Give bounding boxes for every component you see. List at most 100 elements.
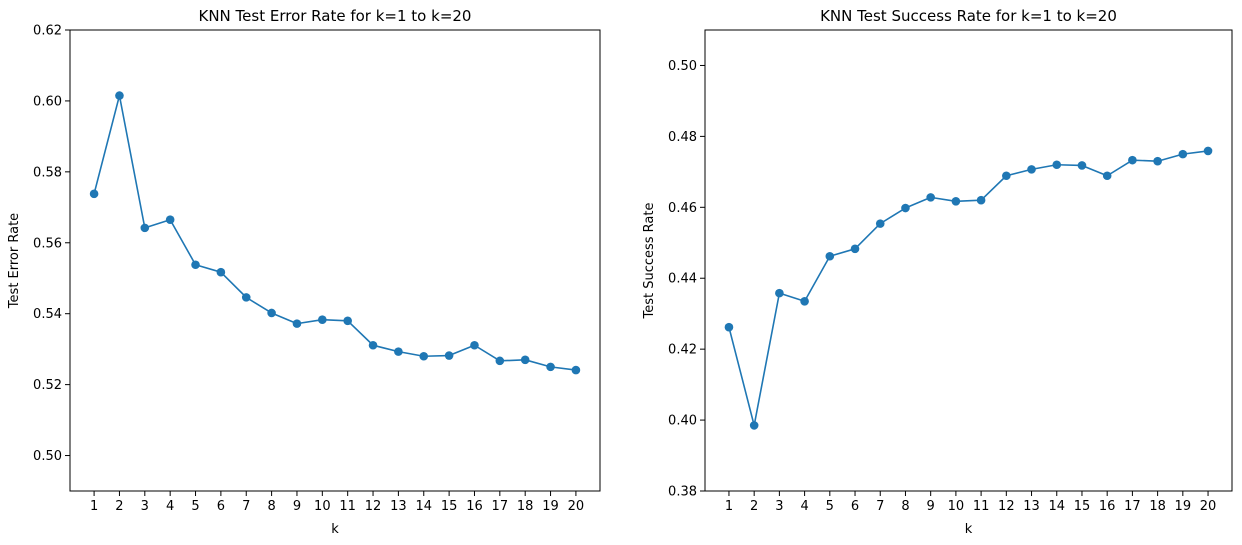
y-tick-label: 0.44 <box>668 272 697 287</box>
x-tick-label: 5 <box>826 499 834 514</box>
x-tick-label: 7 <box>242 499 250 514</box>
data-point <box>1178 149 1188 159</box>
data-point <box>495 356 505 366</box>
data-point <box>875 219 885 228</box>
y-axis-label: Test Success Rate <box>642 202 657 319</box>
data-point <box>546 362 555 372</box>
x-tick-label: 18 <box>517 499 534 514</box>
chart-2: KNN Test Success Rate for k=1 to k=201 2 3… <box>642 7 1233 537</box>
data-point <box>241 293 251 302</box>
data-point <box>976 195 986 205</box>
x-tick-label: 16 <box>466 499 483 514</box>
data-point <box>724 322 734 332</box>
x-tick-label: 19 <box>542 499 559 514</box>
data-point <box>115 91 124 100</box>
data-point <box>1128 155 1137 165</box>
x-tick-label: 15 <box>441 499 458 514</box>
data-point <box>394 347 403 356</box>
data-point <box>1052 160 1062 170</box>
x-tick-label: 1 <box>90 499 98 514</box>
data-point <box>267 308 276 318</box>
y-tick-label: 0.50 <box>668 59 697 74</box>
data-point <box>343 316 352 326</box>
x-tick-label: 6 <box>851 499 859 514</box>
x-tick-label: 7 <box>876 499 884 514</box>
data-point <box>1153 156 1162 166</box>
chart-title: KNN Test Error Rate for k=1 to k=20 <box>199 7 472 25</box>
x-tick-label: 12 <box>365 499 382 514</box>
x-tick-label: 16 <box>1099 499 1116 514</box>
x-tick-label: 8 <box>901 499 909 514</box>
data-point <box>318 315 327 325</box>
x-tick-label: 10 <box>948 499 965 514</box>
axes-frame <box>704 29 1233 492</box>
x-tick-label: 18 <box>1149 499 1166 514</box>
y-tick-label: 0.40 <box>668 414 697 429</box>
data-point <box>191 260 200 270</box>
data-point <box>800 296 809 306</box>
x-tick-label: 11 <box>973 499 990 514</box>
y-tick-label: 0.60 <box>33 94 62 109</box>
x-tick-label: 6 <box>217 499 225 514</box>
y-tick-label: 0.50 <box>33 449 62 464</box>
x-tick-label: 2 <box>115 499 123 514</box>
series-line <box>93 94 577 371</box>
x-axis-label: k <box>331 522 339 537</box>
data-point <box>1002 171 1011 181</box>
data-point <box>1102 171 1112 181</box>
data-point <box>140 223 150 233</box>
chart-title: KNN Test Success Rate for k=1 to k=20 <box>820 7 1117 25</box>
x-tick-label: 14 <box>415 499 432 514</box>
data-point <box>470 340 479 350</box>
x-axis-label: k <box>965 522 973 537</box>
x-tick-label: 4 <box>166 499 174 514</box>
y-tick-label: 0.42 <box>668 343 697 358</box>
x-tick-label: 2 <box>750 499 758 514</box>
data-point <box>292 319 302 328</box>
x-tick-label: 14 <box>1048 499 1065 514</box>
data-point <box>368 340 378 350</box>
chart-1: KNN Test Error Rate for k=1 to k=201 2 3 4 5… <box>7 7 601 537</box>
x-tick-label: 20 <box>1200 499 1217 514</box>
y-tick-label: 0.52 <box>33 378 62 393</box>
series-line <box>728 150 1209 427</box>
x-tick-label: 1 <box>725 499 733 514</box>
data-point <box>419 351 429 361</box>
x-tick-label: 9 <box>293 499 301 514</box>
axes-frame <box>69 29 601 492</box>
data-point <box>825 251 835 261</box>
x-tick-label: 17 <box>1124 499 1141 514</box>
data-point <box>1027 165 1036 174</box>
y-axis-label: Test Error Rate <box>7 213 22 309</box>
data-point <box>1077 161 1087 170</box>
y-tick-label: 0.46 <box>668 201 697 216</box>
y-tick-label: 0.56 <box>33 236 62 251</box>
data-point <box>775 288 784 298</box>
x-tick-label: 20 <box>568 499 585 514</box>
data-point <box>1203 146 1213 156</box>
data-point <box>901 203 910 213</box>
x-tick-label: 3 <box>141 499 149 514</box>
data-point <box>926 193 935 202</box>
x-tick-label: 11 <box>339 499 356 514</box>
x-tick-label: 15 <box>1074 499 1091 514</box>
data-point <box>216 267 226 277</box>
x-tick-label: 5 <box>191 499 199 514</box>
y-tick-label: 0.48 <box>668 130 697 145</box>
x-tick-label: 8 <box>267 499 275 514</box>
data-point <box>89 189 99 199</box>
data-point <box>571 365 581 375</box>
x-tick-label: 12 <box>998 499 1015 514</box>
data-point <box>520 355 530 365</box>
x-tick-label: 13 <box>1023 499 1040 514</box>
x-tick-label: 10 <box>314 499 331 514</box>
x-tick-label: 3 <box>775 499 783 514</box>
data-point <box>951 196 961 206</box>
x-tick-label: 17 <box>492 499 509 514</box>
data-point <box>165 215 175 225</box>
data-point <box>444 351 454 360</box>
x-tick-label: 13 <box>390 499 407 514</box>
y-tick-label: 0.62 <box>33 24 62 39</box>
x-tick-label: 19 <box>1175 499 1192 514</box>
